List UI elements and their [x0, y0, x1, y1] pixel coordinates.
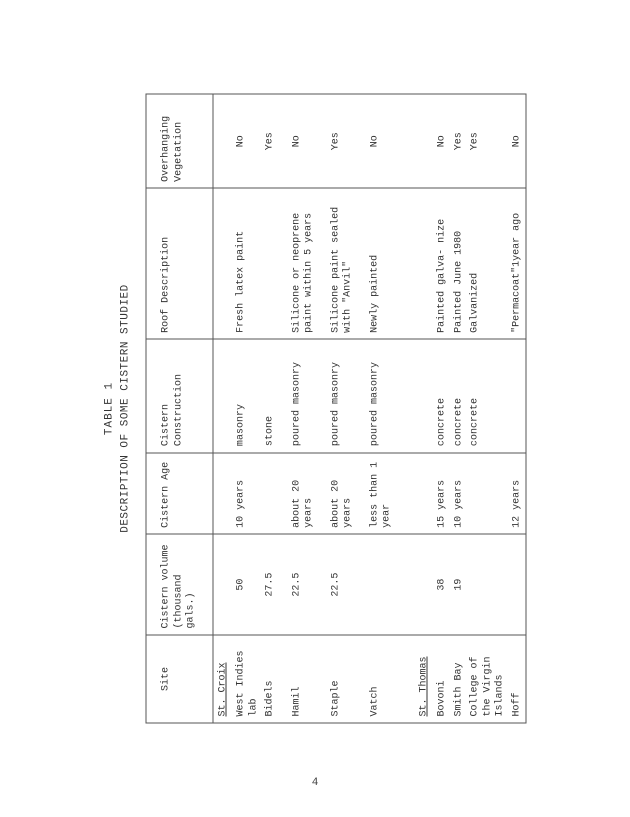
cell-con: poured masonry: [367, 339, 396, 452]
cell-veg: Yes: [263, 94, 280, 188]
cell-site: Hamil: [289, 635, 318, 723]
cell-veg: Yes: [328, 94, 357, 188]
cell-age: about 20 years: [328, 453, 357, 535]
cell-age: less than 1 year: [367, 453, 396, 535]
cell-veg: Yes: [451, 94, 468, 188]
cell-veg: Yes: [468, 94, 510, 188]
cell-site: Hoff: [509, 635, 526, 723]
header-row: Site Cistern volume (thousand gals.) Cis…: [146, 94, 213, 723]
cistern-table: Site Cistern volume (thousand gals.) Cis…: [146, 94, 527, 724]
col-age: Cistern Age: [146, 453, 213, 535]
spacer: [396, 94, 414, 723]
cell-site: Bovoni: [435, 635, 452, 723]
cell-site: Bidels: [263, 635, 280, 723]
col-roof: Roof Description: [146, 188, 213, 339]
cell-roof: Newly painted: [367, 188, 396, 339]
table-row: Bidels 27.5 stone Yes: [263, 94, 280, 723]
section-st-croix: St. Croix: [213, 94, 234, 723]
cell-veg: No: [435, 94, 452, 188]
table-row: Hoff 12 years "Permacoat"1year ago No: [509, 94, 526, 723]
cell-veg: No: [289, 94, 318, 188]
table-title: DESCRIPTION OF SOME CISTERN STUDIED: [120, 94, 132, 724]
cell-age: [263, 453, 280, 535]
page: TABLE 1 DESCRIPTION OF SOME CISTERN STUD…: [0, 0, 630, 817]
col-construction: Cistern Construction: [146, 339, 213, 452]
spacer: [318, 94, 328, 723]
cell-roof: Galvanized: [468, 188, 510, 339]
cell-age: 10 years: [234, 453, 263, 535]
cell-con: [509, 339, 526, 452]
cell-site: Smith Bay: [451, 635, 468, 723]
cell-vol: 22.5: [289, 534, 318, 635]
page-number: 4: [0, 777, 630, 789]
cell-vol: 27.5: [263, 534, 280, 635]
cell-roof: Painted June 1980: [451, 188, 468, 339]
cell-roof: Silicone paint sealed with "Anvil": [328, 188, 357, 339]
spacer: [279, 94, 289, 723]
cell-con: concrete: [435, 339, 452, 452]
cell-con: concrete: [451, 339, 468, 452]
cell-site: College of the Virgin Islands: [468, 635, 510, 723]
cell-vol: 38: [435, 534, 452, 635]
cell-veg: No: [509, 94, 526, 188]
cell-roof: Painted galva- nize: [435, 188, 452, 339]
section-label: St. Croix: [213, 635, 234, 723]
section-st-thomas: St. Thomas: [414, 94, 435, 723]
cell-con: concrete: [468, 339, 510, 452]
cell-con: stone: [263, 339, 280, 452]
col-volume: Cistern volume (thousand gals.): [146, 534, 213, 635]
table-row: Smith Bay 19 10 years concrete Painted J…: [451, 94, 468, 723]
col-vegetation: Overhanging Vegetation: [146, 94, 213, 188]
cell-con: poured masonry: [289, 339, 318, 452]
table-row: Vatch less than 1 year poured masonry Ne…: [367, 94, 396, 723]
cell-veg: No: [367, 94, 396, 188]
table-row: Staple 22.5 about 20 years poured masonr…: [328, 94, 357, 723]
cell-vol: 50: [234, 534, 263, 635]
table-number: TABLE 1: [104, 94, 116, 724]
cell-roof: [263, 188, 280, 339]
cell-vol: 22.5: [328, 534, 357, 635]
cell-con: poured masonry: [328, 339, 357, 452]
cell-age: 12 years: [509, 453, 526, 535]
rotated-content: TABLE 1 DESCRIPTION OF SOME CISTERN STUD…: [104, 94, 527, 724]
cell-roof: Fresh latex paint: [234, 188, 263, 339]
cell-age: [468, 453, 510, 535]
col-site: Site: [146, 635, 213, 723]
cell-vol: 19: [451, 534, 468, 635]
cell-age: 10 years: [451, 453, 468, 535]
table-row: West Indies lab 50 10 years masonry Fres…: [234, 94, 263, 723]
section-label: St. Thomas: [414, 635, 435, 723]
cell-site: West Indies lab: [234, 635, 263, 723]
cell-site: Vatch: [367, 635, 396, 723]
spacer: [357, 94, 367, 723]
cell-age: about 20 years: [289, 453, 318, 535]
cell-con: masonry: [234, 339, 263, 452]
cell-veg: No: [234, 94, 263, 188]
cell-roof: "Permacoat"1year ago: [509, 188, 526, 339]
cell-site: Staple: [328, 635, 357, 723]
cell-vol: [509, 534, 526, 635]
cell-vol: [367, 534, 396, 635]
cell-vol: [468, 534, 510, 635]
table-row: Bovoni 38 15 years concrete Painted galv…: [435, 94, 452, 723]
cell-roof: Silicone or neoprene paint within 5 year…: [289, 188, 318, 339]
table-row: Hamil 22.5 about 20 years poured masonry…: [289, 94, 318, 723]
cell-age: 15 years: [435, 453, 452, 535]
table-row: College of the Virgin Islands concrete G…: [468, 94, 510, 723]
